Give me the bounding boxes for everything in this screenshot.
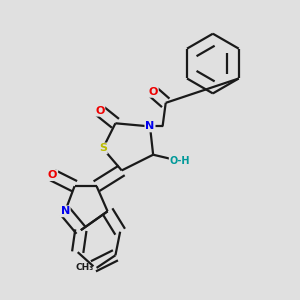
Text: O: O: [148, 87, 158, 97]
Text: O-H: O-H: [169, 156, 190, 166]
Text: O: O: [95, 106, 104, 116]
Text: O: O: [48, 170, 57, 180]
Text: CH₃: CH₃: [75, 263, 93, 272]
Text: N: N: [146, 122, 154, 131]
Text: S: S: [99, 143, 107, 153]
Text: N: N: [61, 206, 70, 216]
